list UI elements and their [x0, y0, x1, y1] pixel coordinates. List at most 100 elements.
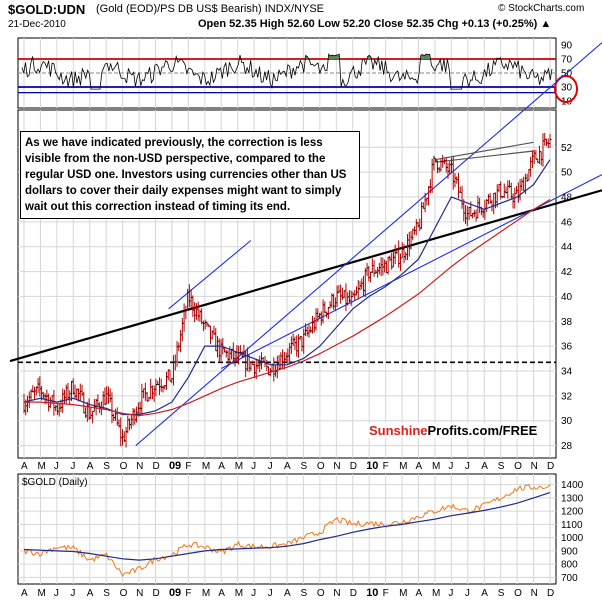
main-x-tick-label: D: [153, 461, 160, 472]
rsi-y-tick-label: 30: [561, 83, 573, 94]
channel-mid-line: [168, 240, 252, 310]
gold-y-tick-label: 900: [561, 546, 578, 557]
main-y-tick-label: 28: [561, 441, 573, 452]
main-x-tick-label: N: [531, 461, 538, 472]
gold-x-tick-label: 09: [169, 587, 181, 599]
header-quote: Open 52.35 High 52.60 Low 52.20 Close 52…: [198, 18, 552, 30]
gold-y-tick-label: 1100: [561, 520, 583, 531]
neckline-2: [434, 141, 534, 161]
gold-x-tick-label: S: [300, 588, 307, 599]
gold-x-tick-label: J: [251, 588, 256, 599]
gold-x-tick-label: N: [136, 588, 143, 599]
main-x-tick-label: J: [448, 461, 453, 472]
annotation-box: As we have indicated previously, the cor…: [20, 131, 360, 219]
main-y-tick-label: 40: [561, 292, 573, 303]
main-x-tick-label: A: [21, 461, 28, 472]
main-x-tick-label: 10: [366, 460, 378, 472]
main-x-tick-label: F: [185, 461, 191, 472]
main-x-tick-label: M: [235, 461, 243, 472]
main-x-tick-label: J: [70, 461, 75, 472]
rsi-y-tick-label: 50: [561, 69, 573, 80]
gold-moving-average: [23, 492, 551, 561]
branding-part1: Sunshine: [369, 423, 428, 438]
gold-x-tick-label: M: [37, 588, 45, 599]
main-x-tick-label: S: [103, 461, 110, 472]
main-x-tick-label: O: [317, 461, 325, 472]
gold-x-tick-label: O: [120, 588, 128, 599]
main-x-tick-label: F: [383, 461, 389, 472]
gold-price-line: [23, 484, 551, 578]
main-y-tick-label: 44: [561, 242, 573, 253]
gold-x-tick-label: M: [202, 588, 210, 599]
gold-y-tick-label: 800: [561, 560, 578, 571]
gold-x-tick-label: D: [153, 588, 160, 599]
rsi-y-tick-label: 90: [561, 41, 573, 52]
gold-y-tick-label: 1400: [561, 480, 584, 491]
main-y-tick-label: 36: [561, 342, 573, 353]
gold-x-tick-label: M: [432, 588, 440, 599]
main-x-tick-label: M: [37, 461, 45, 472]
main-x-tick-label: O: [120, 461, 128, 472]
gold-x-tick-label: 10: [366, 587, 378, 599]
main-x-tick-label: D: [350, 461, 357, 472]
main-x-tick-label: J: [54, 461, 59, 472]
gold-x-tick-label: F: [185, 588, 191, 599]
main-y-tick-label: 30: [561, 416, 573, 427]
gold-y-tick-label: 1000: [561, 533, 584, 544]
long-trend-line: [9, 189, 602, 363]
branding-part2: Profits.com/FREE: [427, 423, 538, 438]
gold-panel-title: $GOLD (Daily): [22, 477, 88, 488]
main-x-tick-label: A: [284, 461, 291, 472]
gold-y-tick-label: 1200: [561, 507, 584, 518]
channel-upper-line: [135, 42, 602, 446]
gold-x-tick-label: A: [87, 588, 94, 599]
gold-x-tick-label: A: [21, 588, 28, 599]
header-description: (Gold (EOD)/PS DB US$ Bearish) INDX/NYSE: [96, 3, 325, 15]
main-x-tick-label: A: [87, 461, 94, 472]
main-y-tick-label: 52: [561, 143, 573, 154]
rsi-30-highlight-circle: [554, 75, 578, 103]
main-x-tick-label: S: [300, 461, 307, 472]
main-y-tick-label: 46: [561, 217, 573, 228]
gold-x-tick-label: J: [268, 588, 273, 599]
gold-y-tick-label: 1300: [561, 493, 584, 504]
main-x-tick-label: N: [136, 461, 143, 472]
gold-x-tick-label: S: [498, 588, 505, 599]
main-x-tick-label: O: [514, 461, 522, 472]
header-date: 21-Dec-2010: [8, 19, 66, 30]
main-x-tick-label: A: [416, 461, 423, 472]
main-x-tick-label: N: [333, 461, 340, 472]
main-x-tick-label: A: [481, 461, 488, 472]
gold-x-tick-label: A: [218, 588, 225, 599]
gold-x-tick-label: N: [531, 588, 538, 599]
gold-x-tick-label: J: [465, 588, 470, 599]
main-x-tick-label: M: [202, 461, 210, 472]
gold-x-tick-label: A: [481, 588, 488, 599]
rsi-overbought-fill: [305, 55, 308, 59]
gold-x-tick-label: F: [383, 588, 389, 599]
gold-x-tick-label: M: [235, 588, 243, 599]
main-x-tick-label: M: [399, 461, 407, 472]
main-x-tick-label: A: [218, 461, 225, 472]
gold-x-tick-label: M: [399, 588, 407, 599]
gold-x-tick-label: S: [103, 588, 110, 599]
gold-x-tick-label: J: [448, 588, 453, 599]
main-y-tick-label: 42: [561, 267, 573, 278]
main-x-tick-label: S: [498, 461, 505, 472]
gold-y-tick-label: 700: [561, 573, 578, 584]
main-x-tick-label: M: [432, 461, 440, 472]
gold-x-tick-label: A: [284, 588, 291, 599]
main-y-tick-label: 32: [561, 391, 573, 402]
main-x-tick-label: J: [251, 461, 256, 472]
main-y-tick-label: 50: [561, 168, 573, 179]
gold-x-tick-label: N: [333, 588, 340, 599]
main-y-tick-label: 48: [561, 193, 573, 204]
gold-x-tick-label: J: [54, 588, 59, 599]
main-x-tick-label: D: [547, 461, 554, 472]
gold-x-tick-label: O: [317, 588, 325, 599]
main-y-tick-label: 34: [561, 367, 573, 378]
gold-x-tick-label: D: [350, 588, 357, 599]
